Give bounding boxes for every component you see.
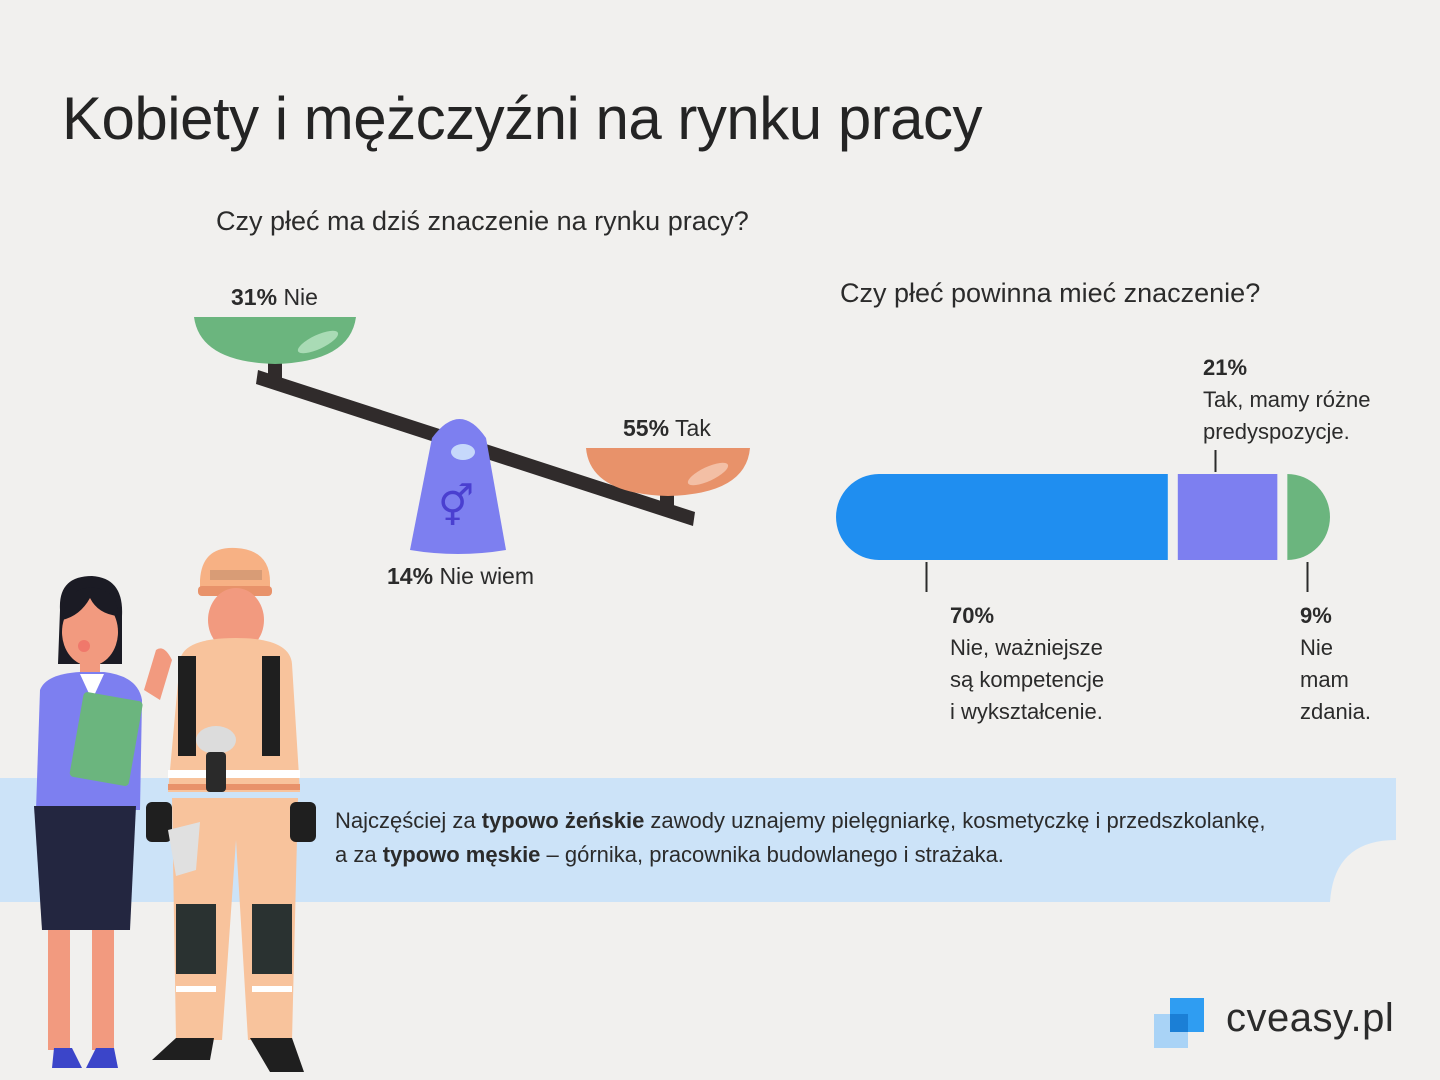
cveasy-logo-icon bbox=[1154, 998, 1204, 1048]
label-tak: 55% Tak bbox=[623, 415, 711, 441]
workers-illustration bbox=[34, 547, 316, 1072]
bar-segment-nie-mam-zdania bbox=[1287, 474, 1330, 560]
label-nie: 31% Nie bbox=[231, 284, 318, 310]
bowl-tak-highlight bbox=[687, 462, 729, 486]
label-nie-wiem: 14% Nie wiem bbox=[387, 563, 535, 589]
scale-chart: ⚥ bbox=[194, 317, 750, 554]
bowl-tak bbox=[586, 448, 750, 496]
firefighter-figure bbox=[146, 547, 316, 1072]
bar-segment-tak bbox=[1177, 474, 1278, 560]
question-1-title: Czy płeć ma dziś znaczenie na rynku prac… bbox=[216, 206, 749, 236]
left-bowl-stand bbox=[268, 362, 282, 380]
question-2-title: Czy płeć powinna mieć znaczenie? bbox=[840, 278, 1261, 308]
bowl-nie bbox=[194, 317, 356, 364]
banner-curve-decoration bbox=[1330, 840, 1396, 902]
pivot-nie-wiem bbox=[410, 419, 506, 554]
bar-label-21: 21% Tak, mamy różne predyspozycje. bbox=[1203, 355, 1371, 444]
bar-label-9: 9% Nie mam zdania. bbox=[1300, 603, 1371, 724]
page-title: Kobiety i mężczyźni na rynku pracy bbox=[62, 85, 983, 152]
woman-figure bbox=[34, 576, 172, 1068]
stacked-bar-chart bbox=[836, 450, 1330, 592]
bowl-nie-highlight bbox=[297, 330, 339, 354]
gender-symbols-icon: ⚥ bbox=[438, 483, 474, 530]
pivot-highlight bbox=[451, 444, 475, 460]
bar-segment-nie bbox=[836, 474, 1168, 560]
logo-text: cveasy.pl bbox=[1226, 996, 1395, 1040]
bar-label-70: 70% Nie, ważniejsze są kompetencje i wyk… bbox=[950, 603, 1105, 724]
banner-text: Najczęściej za typowo żeńskie zawody uzn… bbox=[335, 808, 1266, 867]
